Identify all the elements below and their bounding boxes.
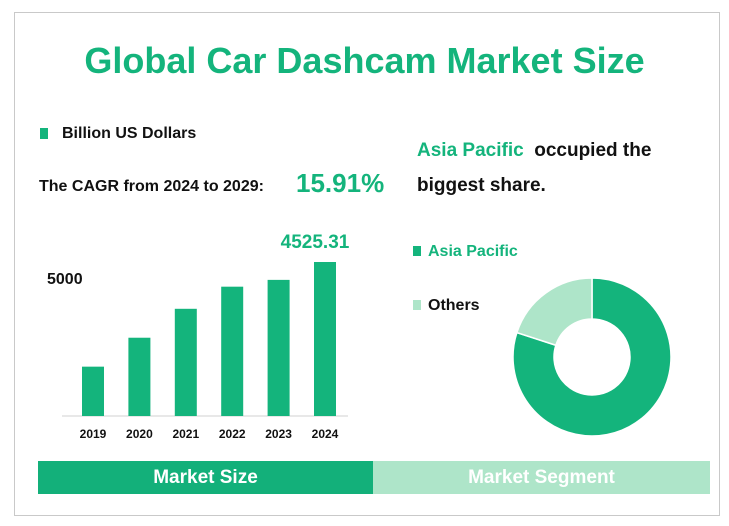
tab-market-segment[interactable]: Market Segment (373, 461, 710, 494)
cagr-value: 15.91% (296, 168, 385, 198)
cagr-label: The CAGR from 2024 to 2029: (39, 178, 264, 195)
infographic-frame (14, 12, 720, 516)
x-tick-label: 2022 (219, 427, 246, 441)
statement-highlight: Asia Pacific (417, 140, 524, 161)
bar-2019 (82, 366, 104, 416)
legend-swatch (413, 246, 421, 256)
legend-swatch (413, 300, 421, 310)
y-axis-label: 5000 (47, 271, 83, 288)
x-tick-label: 2024 (312, 427, 339, 441)
bar-2024 (314, 262, 336, 416)
segment-statement: Asia Pacific occupied the biggest share. (417, 133, 717, 203)
page-title: Global Car Dashcam Market Size (84, 40, 645, 81)
x-tick-label: 2021 (172, 427, 199, 441)
bar-2020 (128, 337, 151, 416)
statement-line2: biggest share. (417, 175, 546, 196)
tab-market-size[interactable]: Market Size (38, 461, 373, 494)
legend-item-others: Others (413, 297, 480, 315)
bar-2023 (267, 279, 290, 416)
x-tick-label: 2020 (126, 427, 153, 441)
legend-label: Others (428, 297, 480, 314)
x-tick-label: 2019 (80, 427, 107, 441)
legend-swatch (40, 128, 48, 139)
bar-data-label: 4525.31 (281, 232, 350, 253)
donut-slice-asia-pacific (512, 277, 672, 437)
x-tick-label: 2023 (265, 427, 292, 441)
statement-line1: occupied the (534, 140, 652, 161)
donut-slice-others (515, 277, 593, 347)
bar-chart: 2019 2020 2021 2022 2023 2024 4525.31 (62, 232, 350, 441)
unit-legend-label: Billion US Dollars (62, 125, 197, 142)
bar-2022 (221, 286, 244, 416)
bar-2021 (174, 308, 197, 416)
unit-legend: Billion US Dollars (40, 125, 196, 143)
donut-chart (512, 277, 672, 437)
legend-item-asia-pacific: Asia Pacific (413, 243, 518, 261)
legend-label: Asia Pacific (428, 243, 518, 260)
